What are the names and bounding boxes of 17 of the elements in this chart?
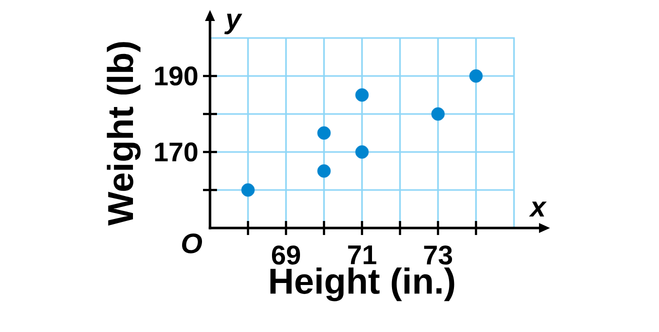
x-tick-label: 73 xyxy=(424,246,452,265)
point xyxy=(469,69,483,83)
x-axis-title: Height (in.) xyxy=(270,268,454,302)
point xyxy=(317,126,331,140)
y-axis-title: Weight (lb) xyxy=(106,42,141,226)
x-tick-label: 69 xyxy=(272,246,300,265)
text: O xyxy=(182,234,202,254)
text: x xyxy=(528,202,547,216)
point xyxy=(431,107,445,121)
point xyxy=(355,88,369,102)
text: y xyxy=(224,14,242,34)
y-tick-label: 170 xyxy=(155,142,198,162)
point xyxy=(241,183,255,197)
point xyxy=(355,145,369,159)
point xyxy=(317,164,331,178)
y-tick-label: 190 xyxy=(155,66,198,86)
x-tick-label: 71 xyxy=(348,246,376,264)
